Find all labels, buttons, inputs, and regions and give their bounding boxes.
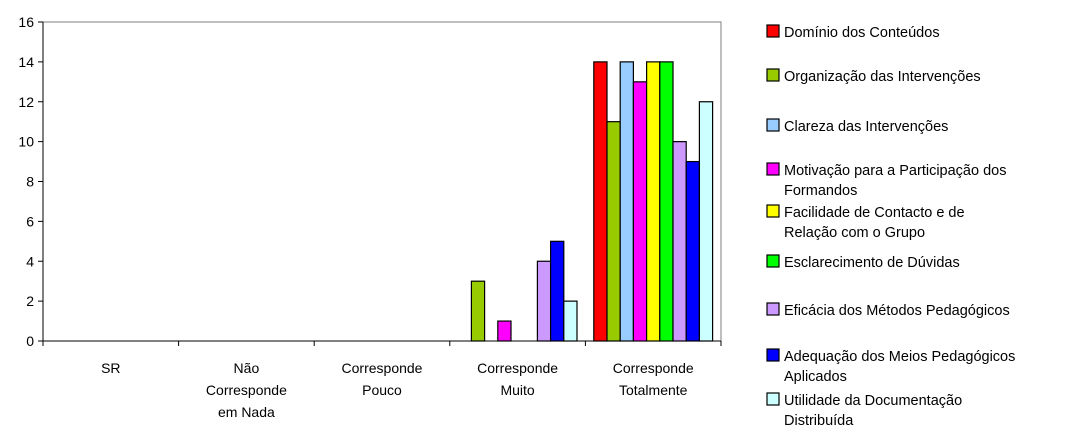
legend-label: Esclarecimento de Dúvidas <box>784 255 960 271</box>
legend-label: Facilidade de Contacto e de <box>784 205 965 221</box>
bar <box>659 61 674 342</box>
bars <box>470 61 714 342</box>
y-tick-label: 10 <box>18 134 34 150</box>
y-ticks: 0 2 4 6 8 10 12 14 16 <box>18 14 43 349</box>
legend-swatch <box>766 302 780 316</box>
x-category-label: Não <box>234 360 260 376</box>
bar <box>470 280 486 342</box>
bar <box>698 101 714 342</box>
legend-label: Motivação para a Participação dos <box>784 163 1006 179</box>
x-category-label: Corresponde <box>206 382 287 398</box>
bar <box>632 81 648 342</box>
x-category-label: SR <box>101 360 120 376</box>
legend-swatch <box>766 68 780 82</box>
legend-swatch <box>766 204 780 218</box>
legend-label: Adequação dos Meios Pedagógicos <box>784 349 1015 365</box>
legend-label: Organização das Intervenções <box>784 69 981 85</box>
x-category-label: Totalmente <box>619 382 688 398</box>
bar <box>536 260 552 342</box>
bar <box>549 240 565 342</box>
y-tick-label: 12 <box>18 94 34 110</box>
bar <box>672 141 687 342</box>
legend-swatch <box>766 118 780 132</box>
legend-label: Relação com o Grupo <box>784 225 925 241</box>
bar <box>619 61 635 342</box>
y-tick-label: 6 <box>26 213 34 229</box>
legend-label: Aplicados <box>784 369 847 385</box>
bar <box>563 300 578 342</box>
bar <box>685 160 701 342</box>
y-tick-label: 16 <box>18 14 34 30</box>
legend-label: Eficácia dos Métodos Pedagógicos <box>784 303 1010 319</box>
y-tick-label: 4 <box>26 253 34 269</box>
x-category-label: Muito <box>500 382 534 398</box>
x-category-label: Pouco <box>362 382 402 398</box>
legend-label: Utilidade da Documentação <box>784 393 962 409</box>
legend: Domínio dos Conteúdos Organização das Int… <box>766 24 1015 429</box>
x-category-label: Corresponde <box>613 360 694 376</box>
legend-label: Formandos <box>784 183 857 199</box>
bar <box>645 61 661 342</box>
legend-swatch <box>766 392 780 406</box>
x-category-label: Corresponde <box>477 360 558 376</box>
legend-label: Distribuída <box>784 413 854 429</box>
x-category-label: em Nada <box>218 404 275 420</box>
legend-swatch <box>766 24 780 38</box>
legend-label: Clareza das Intervenções <box>784 119 948 135</box>
bar <box>593 61 608 342</box>
y-tick-label: 8 <box>26 174 34 190</box>
y-tick-label: 14 <box>18 54 34 70</box>
x-category-label: Corresponde <box>342 360 423 376</box>
x-categories: SR Não Corresponde em Nada Corresponde Pouco C… <box>42 341 722 420</box>
legend-swatch <box>766 162 780 176</box>
legend-swatch <box>766 254 780 268</box>
y-tick-label: 0 <box>26 333 34 349</box>
legend-label: Domínio dos Conteúdos <box>784 25 940 41</box>
y-tick-label: 2 <box>26 293 34 309</box>
bar <box>606 121 621 342</box>
bar <box>497 320 512 342</box>
legend-swatch <box>766 348 780 362</box>
